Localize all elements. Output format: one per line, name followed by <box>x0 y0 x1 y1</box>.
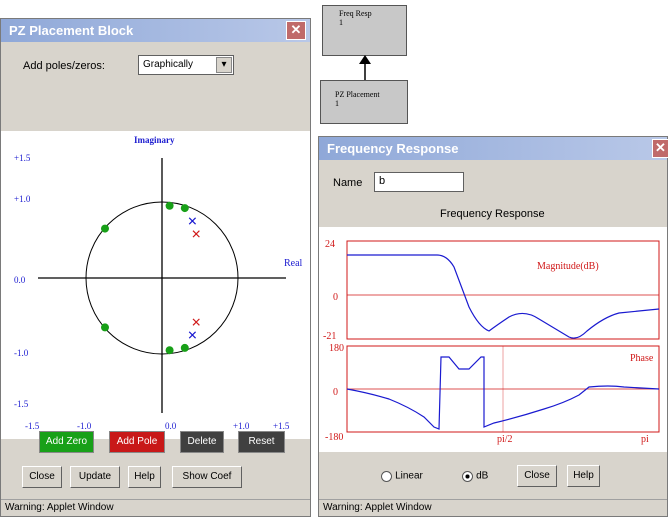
magnitude-curve <box>347 254 660 339</box>
y-tick-label: 0.0 <box>14 275 26 285</box>
freq-resp-node[interactable]: Freq Resp 1 <box>322 5 407 56</box>
unit-circle <box>85 201 239 355</box>
pz-title-bar[interactable]: PZ Placement Block <box>1 19 310 42</box>
chevron-down-icon[interactable]: ▾ <box>216 57 232 73</box>
phase-curve <box>346 356 660 430</box>
x-label-pi: pi <box>641 434 649 445</box>
zero-marker[interactable] <box>180 204 189 213</box>
frequency-response-window: Frequency Response ✕ Name b Frequency Re… <box>318 136 668 517</box>
mode-select[interactable]: Graphically ▾ <box>138 55 234 75</box>
add-poles-zeros-label: Add poles/zeros: <box>23 60 105 72</box>
pz-placement-window: PZ Placement Block ✕ Add poles/zeros: Gr… <box>0 18 311 517</box>
connector-arrow <box>359 55 371 80</box>
name-label: Name <box>333 177 363 189</box>
add-zero-button[interactable]: Add Zero <box>39 431 94 453</box>
x-tick-label: -1.0 <box>77 421 92 431</box>
pz-placement-node[interactable]: PZ Placement 1 <box>320 80 408 124</box>
delete-button[interactable]: Delete <box>180 431 224 453</box>
zero-marker[interactable] <box>180 343 189 352</box>
status-bar: Warning: Applet Window <box>319 499 667 516</box>
db-radio[interactable]: dB <box>462 470 502 486</box>
zero-marker[interactable] <box>165 201 174 210</box>
pole-zero-plot[interactable]: Imaginary Real +1.5 +1.0 0.0 -1.0 -1.5 -… <box>1 131 310 439</box>
phase-y-min: -180 <box>325 432 343 443</box>
x-tick-label: +1.5 <box>273 421 290 431</box>
close-button[interactable]: Close <box>517 465 557 487</box>
window-title: Frequency Response <box>327 141 459 156</box>
zero-marker[interactable] <box>101 224 109 233</box>
fr-title-bar[interactable]: Frequency Response <box>319 137 667 160</box>
radio-checked-icon <box>462 470 473 482</box>
frequency-response-plot: 24 0 -21 Magnitude(dB) 180 0 -180 Phase … <box>323 239 660 445</box>
response-plot-area: 24 0 -21 Magnitude(dB) 180 0 -180 Phase … <box>319 227 667 452</box>
update-button[interactable]: Update <box>70 466 120 488</box>
phase-y-max: 180 <box>329 343 344 354</box>
y-tick-label: +1.5 <box>14 153 31 163</box>
mag-y-max: 24 <box>325 239 335 250</box>
node-label: Freq Resp <box>339 9 372 18</box>
pole-marker[interactable] <box>188 331 197 339</box>
node-label: PZ Placement <box>335 90 380 99</box>
linear-radio[interactable]: Linear <box>381 470 441 486</box>
zero-marker[interactable] <box>101 323 109 332</box>
radio-unchecked-icon <box>381 470 392 482</box>
magnitude-label: Magnitude(dB) <box>537 261 599 272</box>
mag-y-mid: 0 <box>333 292 338 303</box>
magnitude-frame <box>346 240 660 340</box>
pole-marker[interactable] <box>188 217 197 225</box>
mag-y-min: -21 <box>323 331 336 342</box>
help-button[interactable]: Help <box>567 465 600 487</box>
response-heading: Frequency Response <box>440 208 545 220</box>
x-label-pi-half: pi/2 <box>497 434 513 445</box>
add-pole-button[interactable]: Add Pole <box>109 431 165 453</box>
node-index: 1 <box>339 18 343 27</box>
imaginary-axis-label: Imaginary <box>134 135 175 145</box>
close-icon[interactable]: ✕ <box>286 21 306 40</box>
x-tick-label: -1.5 <box>25 421 40 431</box>
reset-button[interactable]: Reset <box>238 431 285 453</box>
close-button[interactable]: Close <box>22 466 62 488</box>
mode-select-value: Graphically <box>143 59 194 70</box>
name-input-value: b <box>379 175 386 187</box>
y-tick-label: +1.0 <box>14 194 31 204</box>
pz-plot-area[interactable]: Imaginary Real +1.5 +1.0 0.0 -1.0 -1.5 -… <box>1 131 310 439</box>
zero-marker[interactable] <box>165 346 174 355</box>
help-button[interactable]: Help <box>128 466 161 488</box>
close-icon[interactable]: ✕ <box>652 139 668 158</box>
real-axis-label: Real <box>284 258 303 269</box>
db-radio-label: dB <box>476 470 489 482</box>
phase-y-mid: 0 <box>333 387 338 398</box>
name-input[interactable]: b <box>374 172 464 192</box>
window-title: PZ Placement Block <box>9 23 134 38</box>
pole-marker[interactable] <box>192 230 200 238</box>
status-bar: Warning: Applet Window <box>1 499 310 516</box>
phase-label: Phase <box>630 353 654 364</box>
pole-marker[interactable] <box>192 318 200 326</box>
x-tick-label: +1.0 <box>233 421 250 431</box>
y-tick-label: -1.5 <box>14 399 29 409</box>
show-coef-button[interactable]: Show Coef <box>172 466 242 488</box>
y-tick-label: -1.0 <box>14 348 29 358</box>
linear-radio-label: Linear <box>395 470 423 482</box>
x-tick-label: 0.0 <box>165 421 177 431</box>
node-index: 1 <box>335 99 339 108</box>
